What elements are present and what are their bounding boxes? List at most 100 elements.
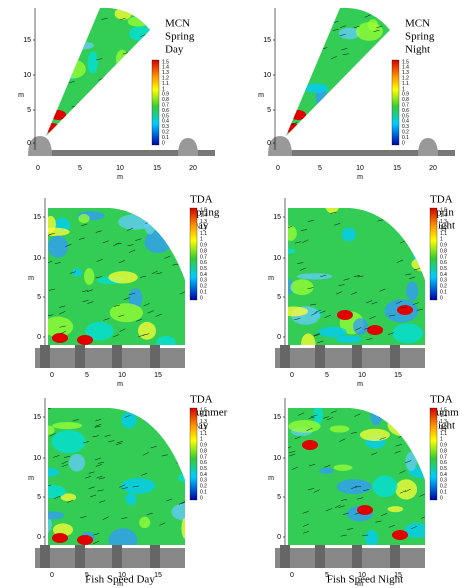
vector <box>165 498 173 502</box>
colorbar-label: 1.2 <box>200 225 207 231</box>
x-tick-label: 15 <box>393 165 401 172</box>
contour-blob <box>290 279 314 296</box>
colorbar-label: 1 <box>162 86 165 92</box>
vector <box>375 48 382 50</box>
contour-blob <box>72 268 83 277</box>
vector <box>53 455 60 458</box>
x-tick-label: 10 <box>358 372 366 379</box>
vector <box>173 115 179 116</box>
vector <box>350 119 357 122</box>
vector <box>415 423 422 426</box>
vector <box>413 268 421 271</box>
vector <box>175 93 181 94</box>
vector <box>412 221 419 224</box>
vector <box>103 318 110 321</box>
vector <box>366 300 373 304</box>
vector <box>300 229 307 231</box>
vector <box>161 454 168 457</box>
hot-spot <box>52 533 68 543</box>
colorbar-label: 0.2 <box>402 130 409 136</box>
colorbar-label: 0.1 <box>200 289 207 295</box>
vector <box>83 16 90 19</box>
vector <box>154 216 161 219</box>
vector <box>98 477 106 480</box>
colorbar-label: 1.4 <box>200 413 207 419</box>
colorbar-label: 0.3 <box>200 278 207 284</box>
vector <box>334 111 342 114</box>
base <box>275 548 425 568</box>
vector <box>139 67 146 71</box>
x-axis-label: m <box>117 581 123 588</box>
vector <box>388 524 395 528</box>
colorbar-label: 1.5 <box>200 407 207 413</box>
colorbar-label: 0.7 <box>162 103 169 109</box>
contour-blob <box>121 412 137 429</box>
contour-blob <box>115 49 129 70</box>
vector <box>81 223 88 227</box>
vector <box>371 452 378 456</box>
vector <box>96 58 103 61</box>
x-tick-label: 5 <box>85 372 89 379</box>
y-tick-label: 0 <box>37 334 41 341</box>
x-tick-label: 0 <box>50 372 54 379</box>
colorbar-label: 0.6 <box>200 460 207 466</box>
vector <box>135 238 142 241</box>
vector <box>90 494 97 498</box>
vector <box>68 81 75 84</box>
vector <box>412 302 419 306</box>
contour-blob <box>128 288 143 309</box>
vector <box>147 310 154 314</box>
colorbar-label: 0.3 <box>200 478 207 484</box>
contour-blob <box>50 39 71 48</box>
y-tick-label: 10 <box>33 255 41 262</box>
colorbar-label: 1.3 <box>440 419 447 425</box>
x-tick-label: 5 <box>325 372 329 379</box>
y-tick-label: 0 <box>37 534 41 541</box>
vector <box>322 416 330 419</box>
contour-blob <box>318 326 347 338</box>
vector <box>405 460 412 464</box>
vector <box>121 487 128 490</box>
vector <box>306 427 313 431</box>
contour-blob <box>138 321 156 340</box>
vector <box>48 408 54 410</box>
colorbar-label: 0.7 <box>200 254 207 260</box>
x-axis-label: m <box>357 581 363 588</box>
vector <box>152 55 158 58</box>
y-tick-label: 5 <box>27 107 31 114</box>
colorbar-label: 0.5 <box>440 466 447 472</box>
contour-blob <box>46 71 76 82</box>
y-axis-label: m <box>268 275 274 282</box>
contour-blob <box>357 105 379 113</box>
colorbar <box>189 207 198 301</box>
contour-blob <box>370 408 383 426</box>
contour-blob <box>108 528 138 545</box>
vector <box>381 513 388 517</box>
vector <box>113 334 120 338</box>
panel-label: Night <box>405 44 430 56</box>
contour-blob <box>406 281 419 301</box>
hot-spot <box>392 530 408 540</box>
vector <box>347 76 354 80</box>
vector <box>368 95 375 98</box>
vector <box>289 451 296 453</box>
vector <box>342 512 349 515</box>
y-tick-label: 5 <box>37 294 41 301</box>
colorbar-label: 1.1 <box>402 81 409 87</box>
contour-blob <box>366 54 383 78</box>
contour-blob <box>338 27 361 40</box>
colorbar-label: 1.4 <box>440 213 447 219</box>
contour-blob <box>48 425 55 435</box>
contour-blob <box>359 428 390 442</box>
contour-blob <box>84 268 95 285</box>
vector <box>69 271 77 274</box>
vector <box>343 278 350 281</box>
vector <box>59 325 66 328</box>
vector <box>396 300 403 304</box>
colorbar-label: 1.2 <box>440 425 447 431</box>
colorbar-label: 1.1 <box>440 231 447 237</box>
panel-label: TDA <box>190 394 213 406</box>
contour-blob <box>286 80 291 87</box>
pier <box>75 345 85 368</box>
